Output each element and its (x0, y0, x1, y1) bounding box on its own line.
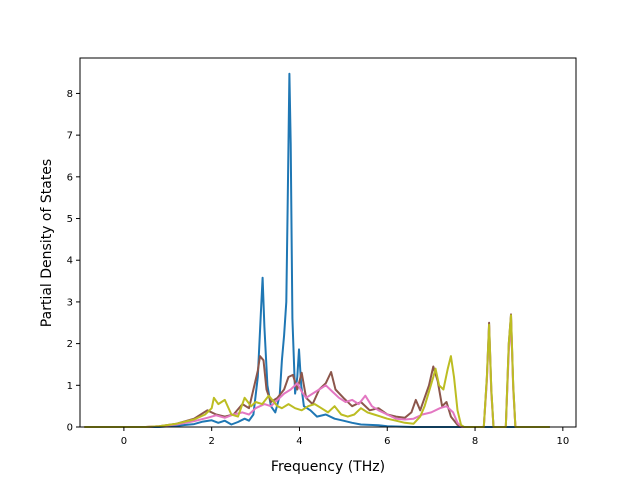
x-tick-label: 4 (296, 436, 302, 447)
y-tick-label: 2 (67, 339, 73, 350)
y-tick-label: 3 (67, 297, 73, 308)
y-axis: 0 1 2 3 4 5 6 7 8 (67, 89, 80, 434)
x-tick-label: 0 (121, 436, 127, 447)
x-tick-label: 2 (208, 436, 214, 447)
x-axis: 0 2 4 6 8 10 (121, 427, 569, 447)
y-tick-label: 6 (67, 172, 73, 183)
y-axis-label: Partial Density of States (39, 159, 55, 327)
y-tick-label: 0 (67, 423, 73, 434)
x-tick-label: 10 (556, 436, 569, 447)
y-tick-label: 4 (67, 256, 73, 267)
plot-area-frame (79, 57, 577, 428)
series-line-4 (84, 314, 550, 428)
y-tick-label: 8 (67, 89, 73, 100)
x-tick-label: 6 (384, 436, 390, 447)
x-tick-label: 8 (472, 436, 478, 447)
series-line-1 (84, 72, 550, 428)
series-layer (84, 72, 550, 428)
y-tick-label: 5 (67, 214, 73, 225)
series-line-2 (84, 313, 550, 428)
y-tick-label: 1 (67, 381, 73, 392)
y-tick-label: 7 (67, 131, 73, 142)
x-axis-label: Frequency (THz) (271, 459, 385, 475)
series-line-3 (84, 317, 550, 428)
